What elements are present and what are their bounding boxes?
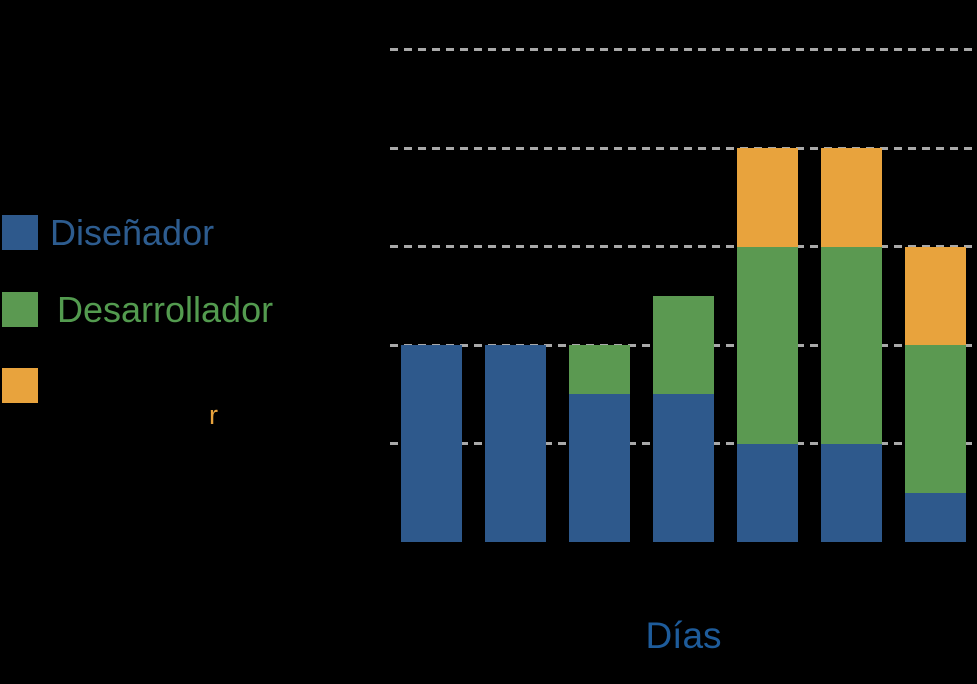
legend-stray-letter: r (209, 400, 218, 430)
gridline-6 (390, 245, 977, 248)
bar-4-segment-series-2 (653, 295, 714, 395)
bar-2-segment-series-1 (485, 345, 546, 542)
bar-stack-5 (737, 148, 798, 542)
legend-item-unlabeled (2, 368, 52, 403)
legend-item-desarrollador: Desarrollador (2, 289, 274, 330)
bar-7-segment-series-3 (905, 246, 966, 345)
bar-stack-3 (569, 345, 630, 542)
gridline-8 (390, 146, 977, 150)
legend-swatch-disenador (2, 215, 38, 250)
bar-3-segment-series-1 (569, 394, 630, 542)
legend-label-desarrollador: Desarrollador (57, 289, 274, 330)
bar-1-segment-series-1 (401, 345, 462, 542)
bar-6-segment-series-2 (821, 246, 882, 444)
x-axis-title: Días (645, 615, 722, 656)
legend-label-disenador: Diseñador (50, 212, 215, 253)
legend-item-disenador: Diseñador (2, 212, 215, 253)
bar-5-segment-series-2 (737, 246, 798, 444)
bar-stack-2 (485, 345, 546, 542)
bar-7-segment-series-1 (905, 492, 966, 542)
legend-swatch-desarrollador (2, 292, 38, 327)
bar-6-segment-series-3 (821, 148, 882, 247)
bar-5-segment-series-3 (737, 148, 798, 247)
bar-stack-7 (905, 246, 966, 542)
bar-stack-4 (653, 295, 714, 542)
bar-5-segment-series-1 (737, 443, 798, 542)
bar-7-segment-series-2 (905, 345, 966, 493)
bar-4-segment-series-1 (653, 394, 714, 542)
gridline-10 (390, 48, 977, 51)
bar-stack-6 (821, 148, 882, 542)
bar-3-segment-series-2 (569, 345, 630, 395)
bar-stack-1 (401, 345, 462, 542)
bar-6-segment-series-1 (821, 443, 882, 542)
plot-area (390, 0, 977, 542)
legend-swatch-unlabeled (2, 368, 38, 403)
